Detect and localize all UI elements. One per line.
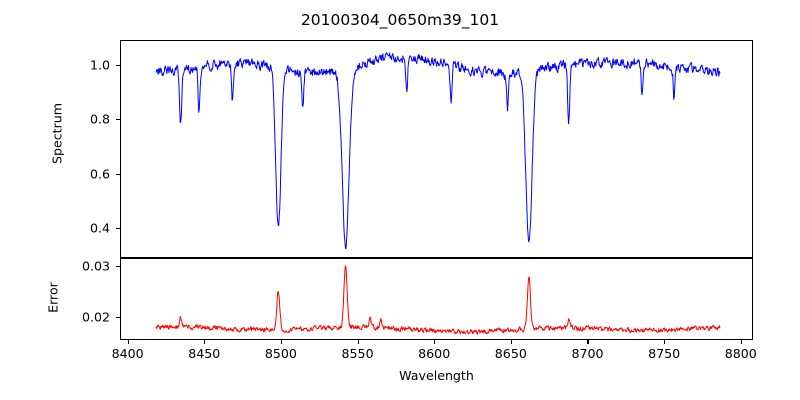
- x-tick-label: 8600: [418, 346, 451, 361]
- y-tick-label: 0.6: [89, 166, 110, 182]
- y-tick-mark: [116, 64, 120, 66]
- y-tick-mark: [116, 265, 120, 267]
- wavelength-axis-label: Wavelength: [399, 368, 474, 383]
- y-tick-mark: [116, 173, 120, 175]
- y-tick-mark: [116, 316, 120, 319]
- x-tick-mark: [664, 340, 666, 344]
- x-tick-label: 8500: [264, 346, 297, 361]
- x-tick-label: 8800: [724, 346, 757, 361]
- y-tick-label: 1.0: [89, 57, 110, 73]
- error-axis-label: Error: [45, 282, 61, 313]
- x-tick-mark: [357, 340, 359, 344]
- x-tick-mark: [740, 340, 742, 344]
- spectrum-plot-panel: [120, 40, 753, 258]
- error-line-chart: [121, 259, 752, 339]
- x-tick-label: 8650: [494, 346, 527, 361]
- x-tick-label: 8700: [571, 346, 604, 361]
- x-tick-label: 8450: [188, 346, 221, 361]
- x-tick-label: 8400: [111, 346, 144, 361]
- x-tick-mark: [204, 340, 206, 344]
- y-tick-label: 0.8: [89, 111, 110, 127]
- y-tick-label: 0.03: [81, 258, 110, 274]
- spectrum-axis-label: Spectrum: [49, 102, 65, 165]
- x-tick-mark: [434, 340, 436, 344]
- x-tick-mark: [280, 340, 283, 344]
- x-tick-mark: [587, 340, 589, 344]
- x-tick-mark: [510, 340, 512, 344]
- spectrum-line-chart: [121, 41, 752, 257]
- x-tick-label: 8550: [341, 346, 374, 361]
- x-tick-mark: [127, 340, 129, 344]
- y-tick-mark: [116, 119, 120, 121]
- x-tick-label: 8750: [648, 346, 681, 361]
- error-plot-panel: [120, 258, 753, 340]
- y-tick-label: 0.02: [81, 309, 110, 325]
- y-tick-mark: [116, 228, 120, 230]
- y-tick-label: 0.4: [89, 220, 110, 236]
- page-title: 20100304_0650m39_101: [300, 11, 500, 29]
